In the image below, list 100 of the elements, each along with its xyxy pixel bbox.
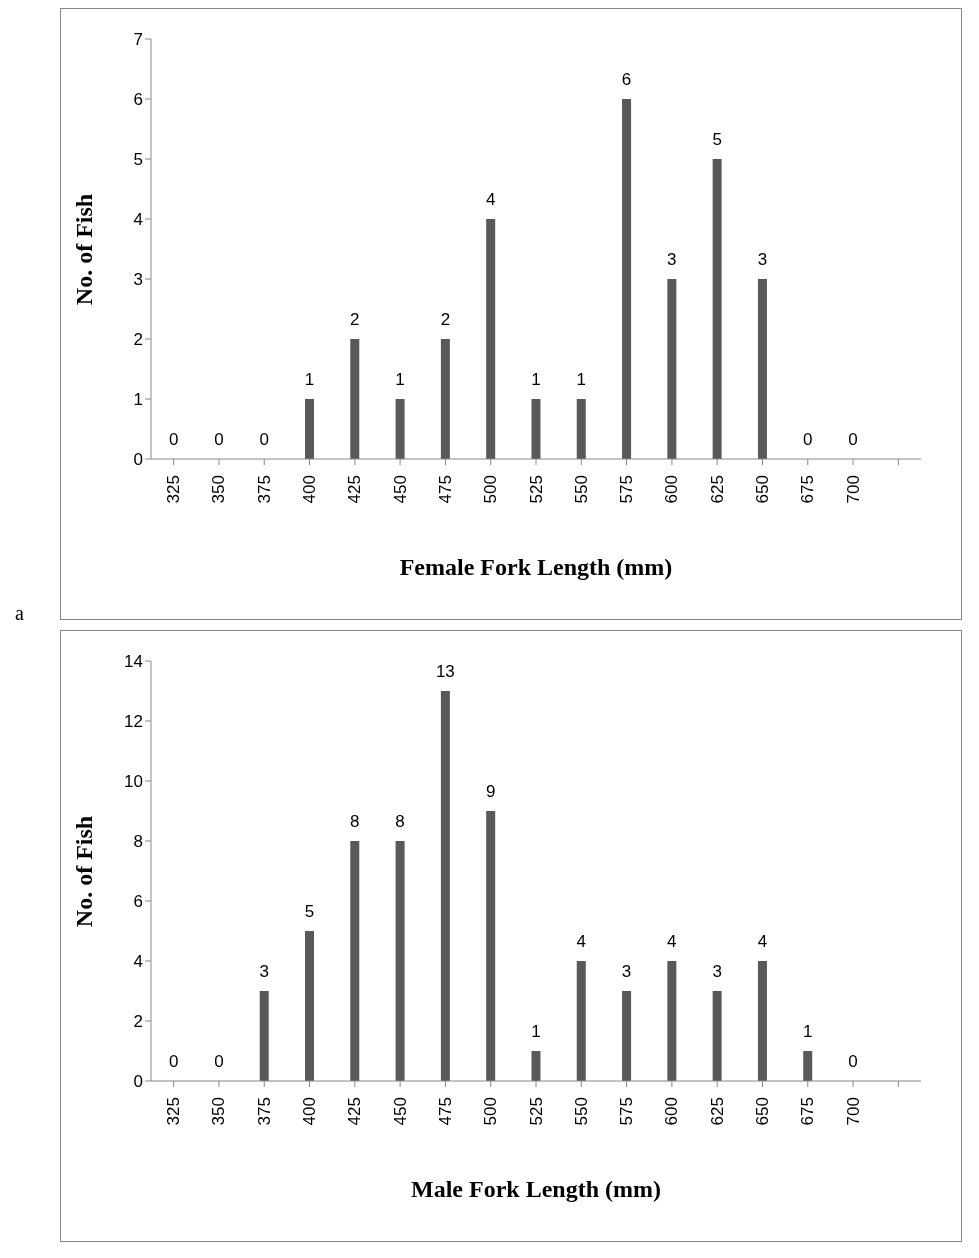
y-tick-label: 7 <box>133 30 143 50</box>
data-label: 0 <box>214 1052 224 1071</box>
y-tick-label: 3 <box>133 270 143 290</box>
bar <box>622 99 632 459</box>
data-label: 0 <box>803 430 813 449</box>
data-label: 5 <box>304 902 315 921</box>
data-label: 4 <box>757 932 768 951</box>
data-label: 1 <box>803 1022 813 1041</box>
x-tick-label: 400 <box>300 1097 320 1126</box>
y-tick-label: 2 <box>133 330 143 350</box>
x-tick-label: 350 <box>209 1097 229 1126</box>
x-tick-label: 425 <box>345 1097 365 1126</box>
y-tick-label: 12 <box>124 712 143 732</box>
data-label: 3 <box>621 962 632 981</box>
bar <box>667 279 677 459</box>
x-tick-label: 700 <box>843 475 863 504</box>
y-tick-label: 5 <box>133 150 143 170</box>
text: a <box>15 602 24 625</box>
y-axis-title: No. of Fish <box>71 193 99 305</box>
y-tick-label: 1 <box>133 390 143 410</box>
x-tick-label: 650 <box>752 1097 772 1126</box>
x-tick-label: 325 <box>164 475 184 504</box>
data-label: 6 <box>621 70 632 89</box>
x-tick-label: 575 <box>617 1097 637 1126</box>
data-label: 3 <box>667 250 677 269</box>
data-label: 8 <box>350 812 360 831</box>
bar <box>486 219 496 459</box>
data-label: 9 <box>485 782 496 801</box>
x-tick-label: 575 <box>617 475 637 504</box>
x-tick-label: 550 <box>571 475 591 504</box>
x-tick-label: 550 <box>571 1097 591 1126</box>
bar <box>803 1051 813 1081</box>
bar <box>531 1051 541 1081</box>
data-label: 1 <box>576 370 586 389</box>
y-tick-label: 6 <box>133 90 143 110</box>
data-label: 0 <box>168 430 179 449</box>
x-tick-label: 675 <box>798 475 818 504</box>
bar <box>667 961 677 1081</box>
data-label: 1 <box>531 1022 541 1041</box>
x-tick-label: 425 <box>345 475 365 504</box>
data-label: 13 <box>435 662 455 681</box>
x-tick-label: 375 <box>254 475 274 504</box>
x-tick-label: 675 <box>798 1097 818 1126</box>
data-label: 0 <box>259 430 269 449</box>
x-tick-label: 450 <box>390 475 410 504</box>
x-tick-label: 650 <box>752 475 772 504</box>
bar <box>712 159 722 459</box>
x-tick-label: 450 <box>390 1097 410 1126</box>
data-label: 2 <box>440 310 451 329</box>
y-tick-label: 10 <box>124 772 143 792</box>
bar <box>757 961 767 1081</box>
x-tick-label: 625 <box>707 475 727 504</box>
x-tick-label: 525 <box>526 1097 546 1126</box>
data-label: 3 <box>712 962 722 981</box>
bar <box>486 811 496 1081</box>
x-tick-label: 600 <box>662 475 682 504</box>
y-tick-label: 0 <box>133 450 143 470</box>
bar <box>440 691 450 1081</box>
y-axis-title: No. of Fish <box>71 815 99 927</box>
bar <box>395 399 405 459</box>
x-tick-label: 475 <box>435 1097 455 1126</box>
x-tick-label: 500 <box>481 1097 501 1126</box>
x-tick-label: 350 <box>209 475 229 504</box>
x-tick-label: 525 <box>526 475 546 504</box>
x-tick-label: 375 <box>254 1097 274 1126</box>
y-tick-label: 0 <box>133 1072 143 1092</box>
data-label: 8 <box>395 812 405 831</box>
bar <box>712 991 722 1081</box>
data-label: 1 <box>531 370 541 389</box>
bar <box>622 991 632 1081</box>
data-label: 2 <box>350 310 360 329</box>
data-label: 3 <box>259 962 269 981</box>
data-label: 0 <box>214 430 224 449</box>
x-tick-label: 400 <box>300 475 320 504</box>
x-tick-label: 475 <box>435 475 455 504</box>
x-tick-label: 325 <box>164 1097 184 1126</box>
data-label: 0 <box>168 1052 179 1071</box>
x-tick-label: 500 <box>481 475 501 504</box>
bar <box>350 841 360 1081</box>
bar <box>305 399 314 459</box>
data-label: 3 <box>757 250 768 269</box>
y-tick-label: 2 <box>133 1012 143 1032</box>
x-tick-label: 700 <box>843 1097 863 1126</box>
bar <box>259 991 269 1081</box>
x-axis-title: Male Fork Length (mm) <box>410 1176 662 1203</box>
data-label: 0 <box>848 430 858 449</box>
bar <box>395 841 405 1081</box>
data-label: 5 <box>712 130 722 149</box>
bar <box>350 339 360 459</box>
bar <box>531 399 541 459</box>
data-label: 1 <box>395 370 405 389</box>
data-label: 4 <box>485 190 496 209</box>
x-tick-label: 625 <box>707 1097 727 1126</box>
bar <box>576 399 586 459</box>
y-tick-label: 4 <box>133 952 143 972</box>
bar <box>576 961 586 1081</box>
bar <box>440 339 450 459</box>
y-tick-label: 6 <box>133 892 143 912</box>
data-label: 0 <box>848 1052 858 1071</box>
y-tick-label: 4 <box>133 210 143 230</box>
